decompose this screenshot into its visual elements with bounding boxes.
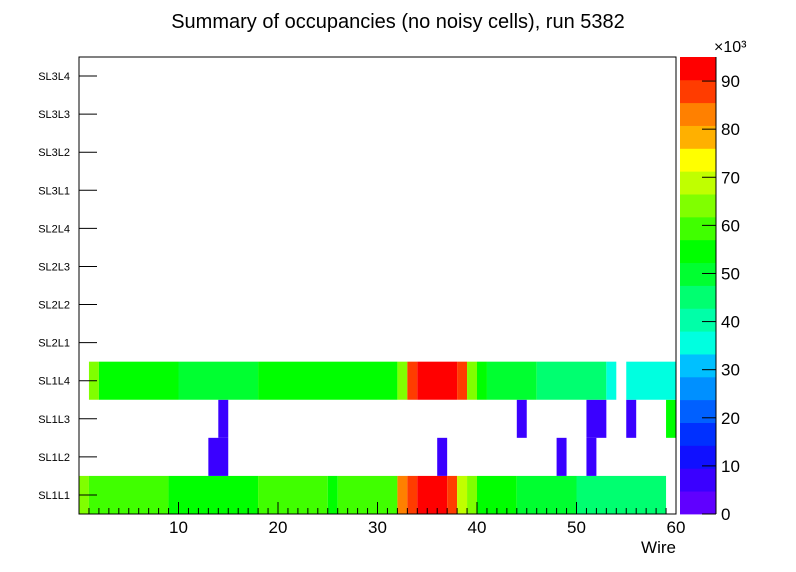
y-tick-label: SL1L2	[38, 452, 70, 464]
heatmap-cell	[437, 437, 448, 476]
heatmap-cells	[79, 361, 676, 514]
palette-swatch	[680, 171, 716, 195]
z-tick-label: 50	[721, 264, 740, 283]
y-tick-label: SL2L2	[38, 300, 70, 312]
y-tick-label: SL2L4	[38, 223, 70, 235]
palette-swatch	[680, 79, 716, 104]
heatmap-cell	[168, 475, 259, 514]
palette-swatch	[680, 125, 716, 149]
y-tick-label: SL3L2	[38, 147, 70, 159]
z-scale-label: ×10³	[714, 39, 747, 56]
heatmap-cell	[88, 475, 169, 514]
palette-swatch	[680, 445, 716, 469]
heatmap-cell	[586, 437, 597, 476]
palette-swatch	[680, 285, 716, 309]
z-tick-label: 60	[721, 216, 740, 235]
heatmap-cell	[486, 361, 537, 400]
palette-swatch	[680, 262, 716, 286]
y-tick-label: SL1L1	[38, 490, 70, 502]
axis-ticks: SL1L1 SL1L2 SL1L3 SL1L4 SL2L1 SL2L2 SL2L3 SL2L4…	[38, 71, 685, 537]
heatmap-cell	[536, 361, 607, 400]
x-tick-label: 60	[667, 518, 686, 537]
palette-swatch	[680, 399, 716, 423]
x-tick-label: 20	[269, 518, 288, 537]
y-tick-label: SL1L4	[38, 376, 70, 388]
heatmap-cell	[208, 437, 229, 476]
z-tick-label: 20	[721, 409, 740, 428]
y-tick-label: SL3L3	[38, 109, 70, 121]
palette-swatch	[680, 308, 716, 332]
x-tick-label: 10	[169, 518, 188, 537]
z-tick-label: 0	[721, 505, 730, 524]
heatmap-cell	[218, 399, 229, 438]
chart-title: Summary of occupancies (no noisy cells),…	[171, 11, 625, 33]
z-tick-label: 40	[721, 313, 740, 332]
heatmap-cell	[417, 475, 448, 514]
heatmap-cell	[516, 475, 577, 514]
heatmap-cell	[397, 475, 408, 514]
x-tick-label: 30	[368, 518, 387, 537]
heatmap-cell	[327, 475, 338, 514]
heatmap-cell	[447, 475, 458, 514]
z-tick-label: 70	[721, 168, 740, 187]
palette-swatch	[680, 194, 716, 218]
heatmap-cell	[258, 475, 328, 514]
heatmap-cell	[337, 475, 398, 514]
heatmap-cell	[457, 475, 468, 514]
y-tick-label: SL1L3	[38, 414, 70, 426]
palette-swatch	[680, 491, 716, 515]
heatmap-cell	[626, 361, 676, 400]
z-tick-label: 90	[721, 72, 740, 91]
heatmap-cell	[258, 361, 398, 400]
x-axis-label: Wire	[641, 538, 676, 557]
palette-swatch	[680, 468, 716, 492]
z-tick-label: 80	[721, 120, 740, 139]
x-tick-label: 40	[468, 518, 487, 537]
heatmap-cell	[626, 399, 637, 438]
y-tick-label: SL3L1	[38, 185, 70, 197]
palette-swatch	[680, 57, 716, 81]
heatmap-cell	[407, 475, 418, 514]
heatmap-cell	[477, 475, 517, 514]
heatmap-cell	[606, 361, 617, 400]
palette-swatch	[680, 422, 716, 446]
heatmap-cell	[407, 361, 418, 400]
palette-swatch	[680, 102, 716, 126]
heatmap-cell	[556, 437, 567, 476]
palette-swatch	[680, 216, 716, 241]
heatmap-cell	[467, 475, 477, 514]
heatmap-cell	[457, 361, 468, 400]
palette-swatch	[680, 148, 716, 172]
heatmap-cell	[397, 361, 408, 400]
heatmap-cell	[576, 475, 667, 514]
palette-swatch	[680, 376, 716, 401]
heatmap-cell	[417, 361, 458, 400]
palette-swatch	[680, 354, 716, 378]
heatmap-cell	[586, 399, 607, 438]
heatmap-cell	[98, 361, 179, 400]
x-tick-label: 50	[567, 518, 586, 537]
z-tick-label: 10	[721, 457, 740, 476]
heatmap-cell	[467, 361, 477, 400]
y-tick-label: SL2L1	[38, 338, 70, 350]
z-tick-label: 30	[721, 361, 740, 380]
heatmap-cell	[178, 361, 259, 400]
y-tick-label: SL3L4	[38, 71, 70, 83]
palette-swatch	[680, 239, 716, 264]
heatmap-cell	[666, 399, 676, 438]
heatmap-cell	[516, 399, 527, 438]
color-palette: 0 10 20 30 40 50 60 70 80 90	[680, 57, 740, 524]
y-tick-label: SL2L3	[38, 261, 70, 273]
heatmap-cell	[477, 361, 487, 400]
palette-swatch	[680, 331, 716, 355]
